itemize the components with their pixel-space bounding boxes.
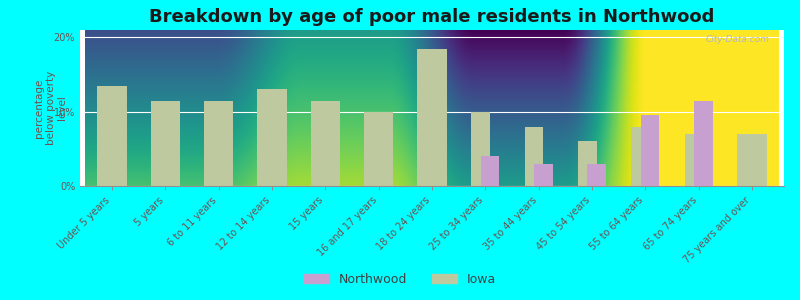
Bar	[587, 164, 606, 186]
Legend: Northwood, Iowa: Northwood, Iowa	[298, 268, 502, 291]
Bar	[471, 112, 490, 186]
Bar	[258, 89, 286, 186]
Bar	[98, 86, 126, 186]
Bar	[525, 127, 543, 186]
Bar	[685, 134, 703, 186]
Bar	[204, 100, 234, 186]
Y-axis label: percentage
below poverty
level: percentage below poverty level	[34, 71, 67, 145]
Bar	[418, 49, 446, 186]
Bar	[150, 100, 180, 186]
Bar	[694, 100, 713, 186]
Bar	[631, 127, 650, 186]
Bar	[481, 156, 499, 186]
Text: City-Data.com: City-Data.com	[706, 35, 770, 44]
Bar	[578, 141, 597, 186]
Bar	[364, 112, 394, 186]
Bar	[310, 100, 340, 186]
Bar	[738, 134, 766, 186]
Bar	[641, 116, 659, 186]
Title: Breakdown by age of poor male residents in Northwood: Breakdown by age of poor male residents …	[150, 8, 714, 26]
Bar	[534, 164, 553, 186]
